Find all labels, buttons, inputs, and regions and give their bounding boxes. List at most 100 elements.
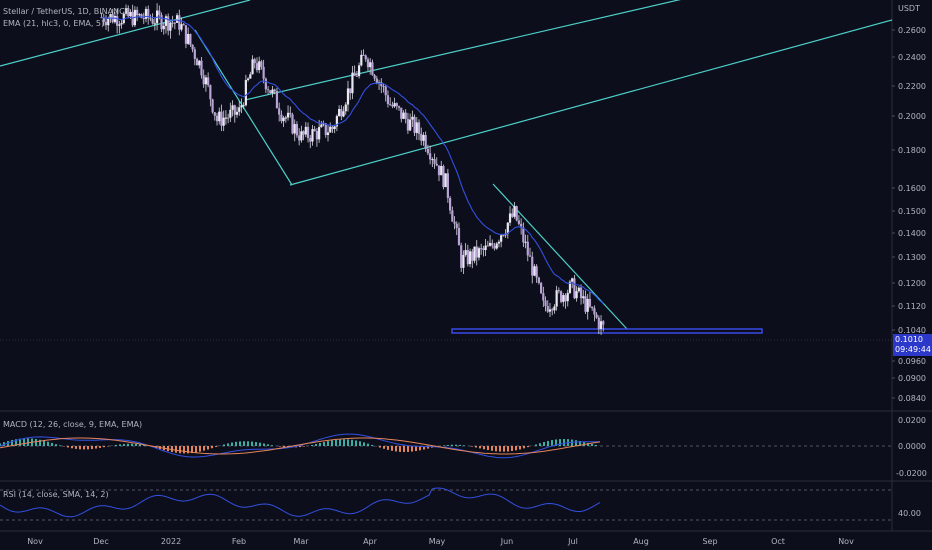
candle-body bbox=[557, 290, 560, 292]
rsi-tick-label: 40.00 bbox=[898, 509, 921, 518]
candle-body bbox=[120, 23, 123, 25]
candle-body bbox=[382, 85, 385, 87]
candle-body bbox=[275, 91, 279, 109]
candle-body bbox=[357, 65, 361, 77]
candle-body bbox=[409, 119, 412, 131]
time-axis-label: Feb bbox=[232, 537, 246, 546]
price-tick-label: 0.0960 bbox=[898, 357, 926, 366]
candle-body bbox=[253, 59, 256, 64]
candle-body bbox=[413, 116, 416, 133]
candle-body bbox=[246, 78, 250, 81]
candle-body bbox=[189, 33, 192, 45]
candle-body bbox=[466, 250, 469, 265]
candle-body bbox=[215, 115, 219, 122]
candle-body bbox=[477, 248, 481, 258]
candle-body bbox=[540, 282, 543, 294]
candle-body bbox=[124, 8, 128, 14]
candle-body bbox=[486, 245, 489, 247]
candle-body bbox=[169, 22, 172, 31]
candle-body bbox=[182, 24, 185, 26]
candle-body bbox=[346, 88, 350, 105]
candle-body bbox=[140, 14, 143, 19]
candle-body bbox=[242, 105, 245, 107]
candle-body bbox=[300, 131, 303, 141]
candle-body bbox=[286, 112, 290, 118]
candle-body bbox=[158, 10, 161, 16]
candle-body bbox=[326, 132, 330, 135]
candle-body bbox=[218, 111, 221, 122]
candle-body bbox=[229, 109, 232, 118]
candle-body bbox=[484, 245, 487, 251]
candle-body bbox=[417, 122, 421, 134]
candle-body bbox=[302, 131, 305, 135]
candle-body bbox=[109, 14, 112, 19]
candle-body bbox=[544, 300, 547, 307]
candle-body bbox=[173, 22, 176, 24]
candle-body bbox=[495, 243, 498, 249]
candle-body bbox=[129, 11, 132, 17]
channel-lower-line bbox=[289, 19, 893, 186]
price-axis-unit: USDT bbox=[898, 4, 920, 13]
candle-body bbox=[107, 18, 110, 26]
candle-body bbox=[204, 77, 208, 85]
candle-body bbox=[515, 206, 518, 221]
candle-body bbox=[184, 25, 188, 44]
candle-body bbox=[531, 256, 534, 276]
candle-body bbox=[602, 321, 605, 325]
candle-body bbox=[577, 287, 580, 292]
candle-body bbox=[502, 235, 505, 237]
candle-body bbox=[404, 112, 407, 120]
candle-body bbox=[233, 105, 236, 115]
candle-body bbox=[324, 123, 327, 135]
candle-body bbox=[559, 291, 563, 302]
candle-body bbox=[431, 159, 434, 161]
current-price-value: 0.1010 bbox=[895, 335, 923, 344]
macd-line bbox=[0, 433, 600, 459]
candle-body bbox=[386, 95, 390, 105]
candle-body bbox=[175, 15, 179, 23]
price-tick-label: 0.1500 bbox=[898, 207, 926, 216]
candle-body bbox=[448, 197, 452, 211]
rsi-legend: RSI (14, close, SMA, 14, 2) bbox=[3, 490, 109, 499]
candle-body bbox=[455, 223, 458, 229]
candle-body bbox=[522, 227, 525, 243]
candle-body bbox=[195, 58, 199, 66]
candle-body bbox=[255, 63, 259, 71]
candle-body bbox=[187, 33, 190, 44]
candle-body bbox=[464, 250, 467, 255]
candle-body bbox=[142, 18, 145, 20]
candle-body bbox=[566, 292, 569, 302]
candle-body bbox=[338, 109, 341, 117]
candle-body bbox=[293, 124, 296, 134]
candle-body bbox=[224, 117, 228, 119]
candle-body bbox=[200, 60, 203, 76]
channel-upper-line bbox=[0, 0, 251, 67]
price-tick-label: 0.1300 bbox=[898, 253, 926, 262]
candle-body bbox=[235, 111, 239, 115]
candle-body bbox=[533, 266, 536, 276]
candle-body bbox=[227, 117, 230, 119]
macd-legend: MACD (12, 26, close, 9, EMA, EMA) bbox=[3, 420, 143, 429]
candle-body bbox=[420, 133, 423, 141]
candle-body bbox=[266, 89, 270, 91]
ema-legend: EMA (21, hlc3, 0, EMA, 5) bbox=[3, 19, 105, 28]
candle-body bbox=[488, 242, 492, 246]
candle-body bbox=[313, 129, 316, 132]
candle-body bbox=[393, 103, 396, 107]
macd-tick-label: 0.0200 bbox=[898, 416, 926, 425]
candle-body bbox=[144, 8, 148, 19]
candle-body bbox=[537, 277, 540, 283]
candle-body bbox=[171, 22, 174, 24]
candle-body bbox=[424, 135, 427, 149]
candle-body bbox=[435, 163, 438, 166]
support-zone bbox=[451, 328, 763, 334]
candle-body bbox=[353, 72, 356, 76]
descending-trendline bbox=[492, 183, 628, 330]
candle-body bbox=[582, 296, 585, 299]
candle-body bbox=[575, 291, 578, 299]
candle-body bbox=[546, 306, 549, 312]
candle-body bbox=[493, 245, 496, 249]
time-axis-label: Apr bbox=[363, 537, 378, 546]
candle-body bbox=[491, 242, 494, 246]
